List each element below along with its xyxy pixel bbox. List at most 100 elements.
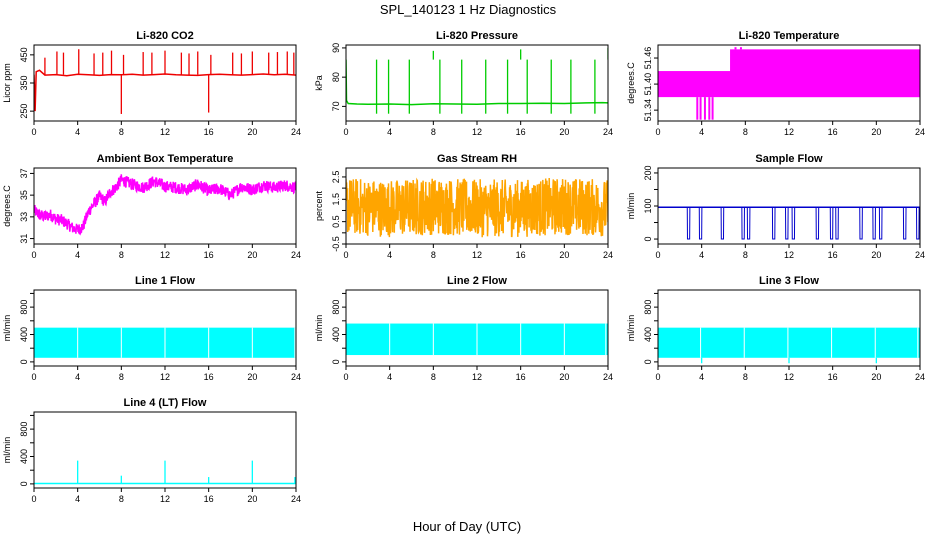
chart-line2-xtick-label-1: 4 — [387, 372, 392, 382]
chart-line4-xtick-label-2: 8 — [119, 494, 124, 504]
chart-sample_flow-dip-0 — [686, 207, 691, 240]
chart-line1-xtick-label-6: 24 — [291, 372, 301, 382]
chart-line3-ylabel: ml/min — [626, 315, 636, 342]
chart-line4: Line 4 (LT) Flow ml/min 0 4 8 12 16 20 24 0 400 800 — [2, 397, 301, 504]
chart-co2-xtick-label-2: 8 — [119, 127, 124, 137]
chart-line3-xtick-label-3: 12 — [784, 372, 794, 382]
chart-rh-xtick-label-6: 24 — [603, 250, 613, 260]
chart-box_temp-xtick-label-0: 0 — [31, 250, 36, 260]
chart-box_temp-frame — [33, 167, 297, 245]
chart-co2-ytick-label-2: 450 — [19, 47, 29, 62]
chart-rh-series — [346, 177, 608, 238]
chart-box_temp-xtick-label-5: 20 — [247, 250, 257, 260]
chart-licor_temp-ytick-label-2: 51.46 — [643, 47, 653, 70]
chart-rh-ytick-label-2: 1.5 — [331, 193, 341, 206]
chart-pressure: Li-820 Pressure kPa 0 4 8 12 16 20 24 70 80 90 — [314, 30, 613, 137]
chart-sample_flow-ytick-label-2: 200 — [643, 165, 653, 180]
chart-rh-xtick-label-2: 8 — [431, 250, 436, 260]
chart-line1-xtick-label-0: 0 — [31, 372, 36, 382]
chart-line3-xtick-label-1: 4 — [699, 372, 704, 382]
chart-line4-xtick-label-4: 16 — [204, 494, 214, 504]
chart-co2-ylabel: Licor ppm — [2, 63, 12, 103]
chart-line3-xtick-label-6: 24 — [915, 372, 925, 382]
chart-line4-xtick-label-6: 24 — [291, 494, 301, 504]
chart-co2-ytick-label-1: 350 — [19, 75, 29, 90]
chart-sample_flow-dip-3 — [741, 207, 745, 240]
chart-line4-ylabel: ml/min — [2, 437, 12, 464]
chart-sample_flow-xtick-label-6: 24 — [915, 250, 925, 260]
chart-line2-xtick-label-6: 24 — [603, 372, 613, 382]
chart-licor_temp-ylabel: degrees.C — [626, 62, 636, 104]
chart-pressure-series — [346, 59, 608, 106]
chart-sample_flow-dip-11 — [859, 207, 863, 240]
chart-box_temp-xtick-label-1: 4 — [75, 250, 80, 260]
chart-line3-title: Line 3 Flow — [759, 275, 819, 287]
chart-rh: Gas Stream RH percent 0 4 8 12 16 20 24 -0.5 0.5 1.… — [314, 153, 613, 260]
chart-line2-ytick-label-0: 0 — [331, 359, 341, 364]
chart-rh-xtick-label-1: 4 — [387, 250, 392, 260]
chart-sample_flow-xtick-label-1: 4 — [699, 250, 704, 260]
chart-sample_flow-ylabel: ml/min — [626, 193, 636, 220]
chart-pressure-xtick-label-5: 20 — [559, 127, 569, 137]
chart-box_temp-data — [34, 174, 296, 236]
chart-pressure-ytick-label-1: 80 — [331, 72, 341, 82]
chart-sample_flow-xtick-label-5: 20 — [871, 250, 881, 260]
chart-line1-xtick-label-3: 12 — [160, 372, 170, 382]
chart-sample_flow-ytick-label-0: 0 — [643, 237, 653, 242]
chart-sample_flow-xtick-label-4: 16 — [828, 250, 838, 260]
chart-line2-data — [346, 323, 608, 356]
chart-sample_flow-dip-8 — [815, 207, 820, 240]
chart-pressure-xtick-label-4: 16 — [516, 127, 526, 137]
chart-line4-xtick-label-5: 20 — [247, 494, 257, 504]
chart-line3-data — [658, 327, 920, 364]
chart-line1-xtick-label-1: 4 — [75, 372, 80, 382]
chart-sample_flow-title: Sample Flow — [755, 153, 823, 165]
chart-sample_flow-dip-6 — [785, 207, 789, 240]
chart-co2-xtick-label-6: 24 — [291, 127, 301, 137]
chart-sample_flow-ytick-label-1: 100 — [643, 198, 653, 213]
chart-line1-ytick-label-1: 400 — [19, 327, 29, 342]
chart-line1-xtick-label-4: 16 — [204, 372, 214, 382]
chart-line1-title: Line 1 Flow — [135, 275, 195, 287]
chart-line2-title: Line 2 Flow — [447, 275, 507, 287]
chart-pressure-frame — [345, 44, 609, 122]
chart-sample_flow-dip-10 — [835, 207, 839, 240]
chart-box_temp-ytick-label-1: 33 — [19, 212, 29, 222]
chart-line4-ytick-label-0: 0 — [19, 481, 29, 486]
chart-licor_temp-ytick-label-0: 51.34 — [643, 99, 653, 122]
chart-sample_flow-dip-12 — [872, 207, 876, 240]
chart-line4-xtick-label-1: 4 — [75, 494, 80, 504]
chart-sample_flow-dip-1 — [698, 207, 703, 240]
chart-sample_flow-xtick-label-3: 12 — [784, 250, 794, 260]
chart-box_temp-xtick-label-4: 16 — [204, 250, 214, 260]
chart-line4-xtick-label-0: 0 — [31, 494, 36, 504]
chart-line3-ytick-label-0: 0 — [643, 359, 653, 364]
chart-pressure-ytick-label-2: 90 — [331, 43, 341, 53]
chart-co2-series — [34, 69, 296, 112]
chart-pressure-xtick-label-3: 12 — [472, 127, 482, 137]
chart-licor_temp-xtick-label-1: 4 — [699, 127, 704, 137]
chart-rh-xtick-label-5: 20 — [559, 250, 569, 260]
figure-title: SPL_140123 1 Hz Diagnostics — [380, 2, 557, 17]
chart-sample_flow-dip-14 — [902, 207, 907, 240]
chart-box_temp-series — [34, 174, 296, 236]
chart-sample_flow-dip-4 — [746, 207, 751, 240]
chart-line3-ytick-label-1: 400 — [643, 327, 653, 342]
chart-line1-ylabel: ml/min — [2, 315, 12, 342]
chart-licor_temp-data — [658, 47, 920, 120]
chart-line2-xtick-label-4: 16 — [516, 372, 526, 382]
chart-co2-ytick-label-0: 250 — [19, 104, 29, 119]
chart-line2-xtick-label-5: 20 — [559, 372, 569, 382]
chart-box_temp-xtick-label-3: 12 — [160, 250, 170, 260]
chart-line3-xtick-label-4: 16 — [828, 372, 838, 382]
chart-box_temp-title: Ambient Box Temperature — [97, 153, 234, 165]
chart-sample_flow-xtick-label-2: 8 — [743, 250, 748, 260]
chart-licor_temp-xtick-label-5: 20 — [871, 127, 881, 137]
chart-sample_flow: Sample Flow ml/min 0 4 8 12 16 20 24 0 100 200 — [626, 153, 925, 260]
chart-sample_flow-dip-7 — [791, 207, 796, 240]
chart-box_temp-xtick-label-2: 8 — [119, 250, 124, 260]
chart-pressure-xtick-label-6: 24 — [603, 127, 613, 137]
chart-licor_temp-xtick-label-3: 12 — [784, 127, 794, 137]
